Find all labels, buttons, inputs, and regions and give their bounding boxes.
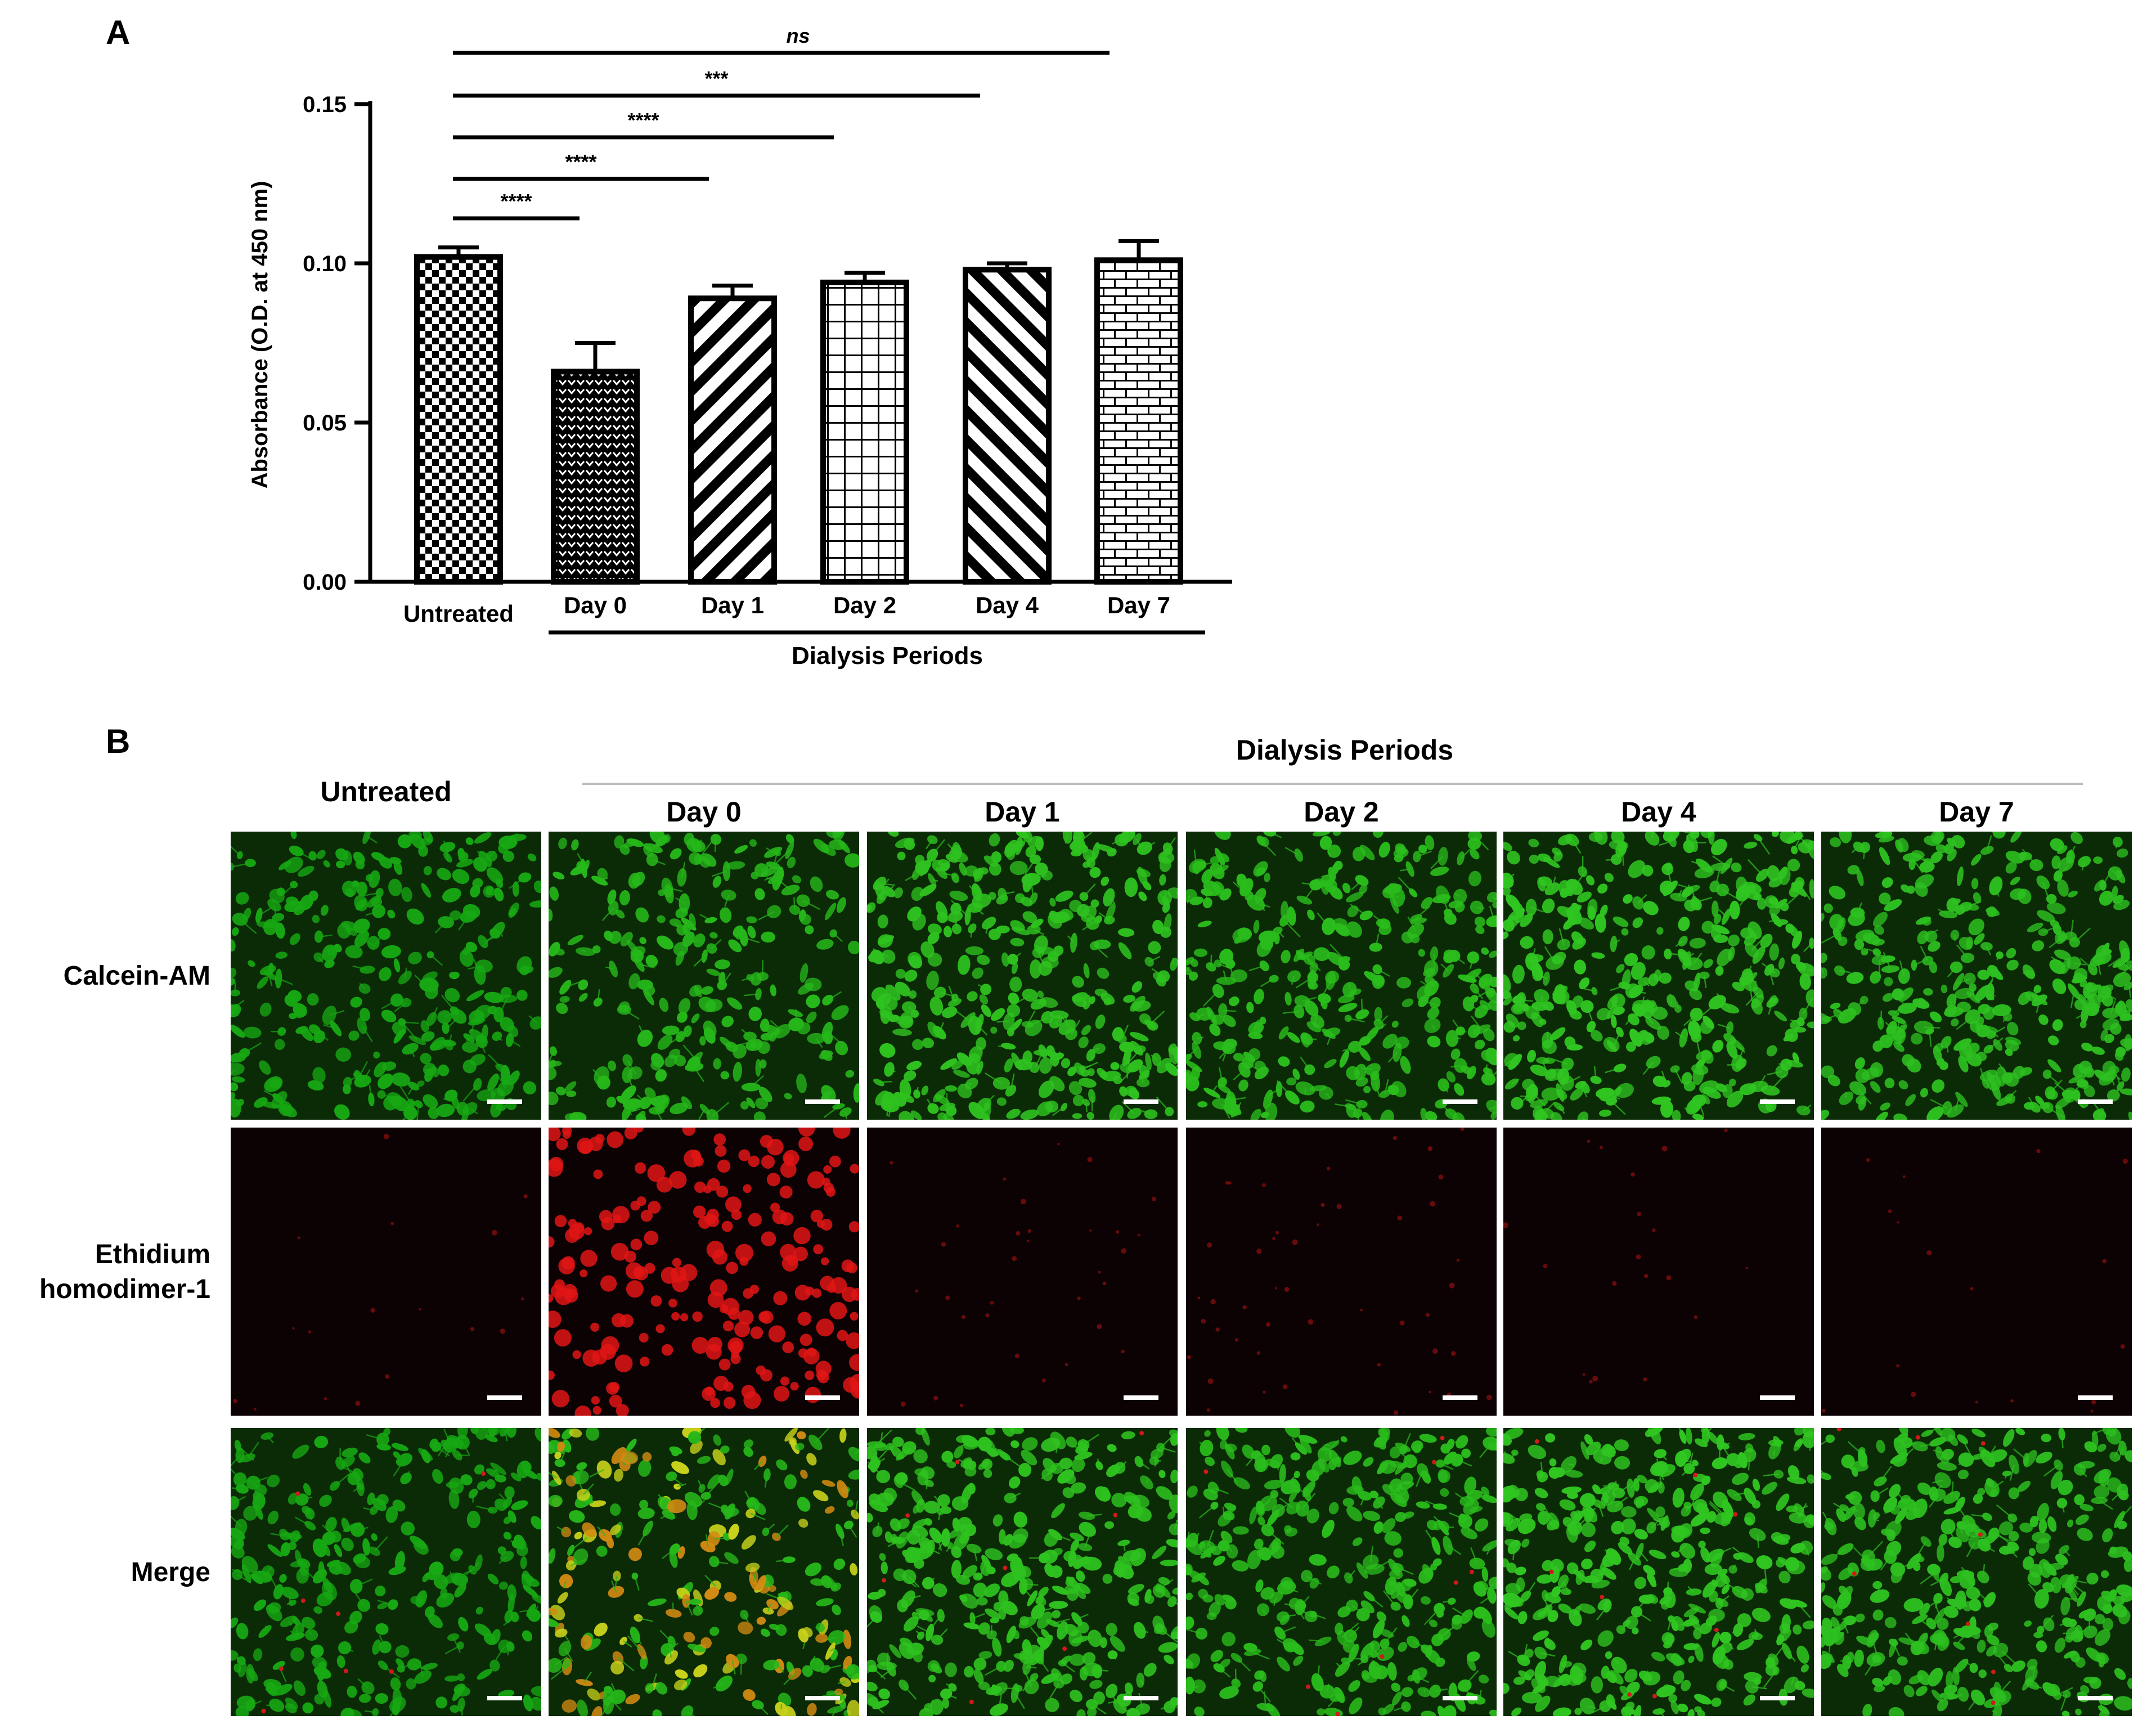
- scale-bar: [805, 1696, 840, 1700]
- x-tick-label: Day 1: [701, 592, 764, 618]
- x-tick-label: Day 7: [1107, 592, 1170, 618]
- scale-bar: [1124, 1395, 1158, 1400]
- significance-label: ns: [786, 24, 810, 47]
- column-label: Day 7: [1939, 796, 2014, 828]
- scale-bar: [1124, 1099, 1158, 1104]
- scale-bar: [1443, 1099, 1477, 1104]
- micrograph-tile: [1503, 1128, 1814, 1416]
- scale-bar: [487, 1395, 522, 1400]
- scale-bar: [487, 1696, 522, 1700]
- micrograph-tile: [867, 1428, 1178, 1716]
- row-label: Merge: [131, 1557, 210, 1587]
- micrograph-tile: [1503, 1428, 1814, 1716]
- significance-label: ***: [704, 67, 728, 90]
- x-axis-label: Dialysis Periods: [792, 642, 983, 670]
- bar-day-1: [688, 295, 777, 585]
- column-label: Untreated: [320, 776, 451, 807]
- column-label: Day 4: [1621, 796, 1696, 828]
- micrograph-tile: [1821, 1428, 2132, 1716]
- significance-label: ****: [565, 150, 596, 173]
- y-axis-label: Absorbance (O.D. at 450 nm): [248, 181, 272, 489]
- bar-day-0: [551, 369, 640, 585]
- scale-bar: [1760, 1696, 1795, 1700]
- y-tick-label: 0.15: [303, 92, 347, 117]
- micrograph-tile: [1821, 832, 2132, 1120]
- bar-untreated: [414, 254, 503, 585]
- chart-axes: 0.00 0.05 0.10 0.15 Untreated Day 0 Day 1 Day 2…: [303, 92, 1232, 627]
- x-tick-label: Untreated: [403, 600, 514, 627]
- micrograph-tile: [867, 832, 1178, 1120]
- micrograph-tile: [1186, 832, 1497, 1120]
- x-tick-label: Day 4: [976, 592, 1039, 618]
- panel-a-label: A: [106, 14, 130, 51]
- scale-bar: [1443, 1696, 1477, 1700]
- y-tick-label: 0.00: [303, 570, 347, 595]
- row-label: homodimer-1: [39, 1274, 210, 1304]
- micrograph-grid: Untreated Day 0 Day 1 Day 2 Day 4 Day 7 Calcei…: [39, 776, 2132, 1716]
- panel-b-label: B: [106, 722, 130, 760]
- scale-bar: [2078, 1395, 2113, 1400]
- scale-bar: [2078, 1099, 2113, 1104]
- scale-bar: [805, 1099, 840, 1104]
- chart-bars: [414, 239, 1183, 585]
- bar-day-4: [963, 267, 1052, 585]
- group-label: Dialysis Periods: [1236, 734, 1453, 766]
- significance-label: ****: [627, 109, 659, 132]
- row-label: Ethidium: [95, 1240, 210, 1269]
- scale-bar: [1443, 1395, 1477, 1400]
- scale-bar: [1124, 1696, 1158, 1700]
- scale-bar: [487, 1099, 522, 1104]
- bar-day-7: [1094, 257, 1183, 585]
- micrograph-tile: [231, 1428, 541, 1716]
- column-label: Day 2: [1304, 796, 1378, 828]
- significance-label: ****: [500, 190, 532, 213]
- scale-bar: [2078, 1696, 2113, 1700]
- micrograph-tile: [1503, 832, 1814, 1120]
- y-tick-label: 0.10: [303, 252, 347, 276]
- micrograph-tile: [1821, 1128, 2132, 1416]
- micrograph-tile: [549, 832, 859, 1120]
- scale-bar: [1760, 1099, 1795, 1104]
- micrograph-tile: [549, 1128, 859, 1416]
- x-tick-label: Day 0: [564, 592, 627, 618]
- row-label: Calcein-AM: [64, 961, 210, 991]
- micrograph-tile: [231, 1128, 541, 1416]
- x-tick-label: Day 2: [833, 592, 896, 618]
- micrograph-tile: [1186, 1128, 1497, 1416]
- scale-bar: [1760, 1395, 1795, 1400]
- column-label: Day 0: [666, 796, 741, 828]
- scale-bar: [805, 1395, 840, 1400]
- y-tick-label: 0.05: [303, 411, 347, 436]
- micrograph-tile: [231, 832, 541, 1120]
- column-label: Day 1: [985, 796, 1059, 828]
- micrograph-tile: [1186, 1428, 1497, 1716]
- bar-day-2: [820, 279, 909, 585]
- bar-chart: 0.00 0.05 0.10 0.15 Untreated Day 0 Day 1 Day 2…: [248, 24, 1232, 670]
- micrograph-tile: [549, 1428, 859, 1716]
- micrograph-tile: [867, 1128, 1178, 1416]
- significance-brackets: ***************ns: [453, 24, 1110, 221]
